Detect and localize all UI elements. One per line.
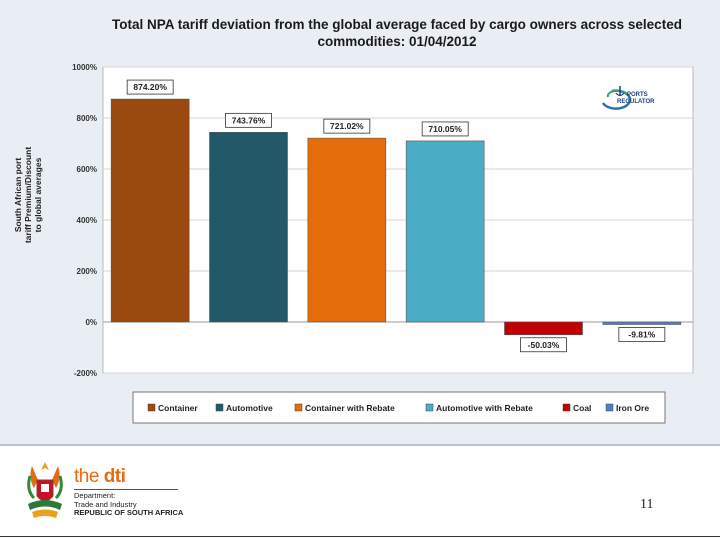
slide-divider [0, 444, 720, 446]
data-label-2: 721.02% [323, 118, 371, 134]
svg-text:710.05%: 710.05% [428, 124, 462, 134]
bar-0 [110, 98, 190, 323]
bar-5 [602, 321, 682, 325]
svg-text:-9.81%: -9.81% [628, 330, 655, 340]
svg-text:Automotive: Automotive [226, 403, 273, 413]
y-axis-label-line: to global averages [33, 157, 43, 232]
legend-items: Container Automotive Container with Rebate… [147, 403, 649, 413]
y-tick-label: 0% [85, 318, 97, 327]
chart-title-line-2: commodities: 01/04/2012 [317, 34, 476, 49]
y-tick-label: 1000% [72, 63, 97, 72]
dti-wordmark: the dti [74, 466, 126, 488]
y-tick-label: 200% [77, 267, 97, 276]
y-tick-label: -200% [74, 369, 97, 378]
footer-rule [0, 536, 720, 537]
dti-wordmark-main: dti [103, 466, 126, 487]
data-label-5: -9.81% [618, 327, 666, 342]
legend-item-5: Iron Ore [605, 403, 649, 413]
logo-text-line-2: REGULATOR [617, 99, 655, 105]
data-label-1: 743.76% [225, 112, 272, 128]
svg-text:Iron Ore: Iron Ore [616, 403, 649, 413]
y-axis-label-line: tariff Premium/Discount [23, 147, 33, 244]
dti-department: Department: Trade and Industry [74, 491, 137, 509]
bar-3 [405, 140, 485, 323]
y-tick-label: 600% [77, 165, 97, 174]
dti-divider [74, 489, 178, 490]
y-axis-label-line: South African port [13, 158, 23, 232]
y-axis-ticks: -200% 0% 200% 400% 600% 800% 1000% [72, 63, 97, 378]
y-tick-label: 800% [77, 114, 97, 123]
legend-item-4: Coal [562, 403, 591, 413]
logo-text-line-1: PORTS [627, 92, 648, 98]
y-tick-label: 400% [77, 216, 97, 225]
legend-item-1: Automotive [215, 403, 273, 413]
svg-text:721.02%: 721.02% [330, 121, 364, 131]
dti-country: REPUBLIC OF SOUTH AFRICA [74, 508, 184, 517]
gridlines [103, 66, 693, 374]
svg-text:-50.03%: -50.03% [528, 340, 560, 350]
page-number: 11 [640, 497, 654, 512]
data-label-4: -50.03% [520, 337, 567, 353]
data-labels: 874.20% 743.76% 721.02% 710.05% -50.03% -9.81… [126, 79, 666, 353]
svg-text:Container: Container [158, 403, 198, 413]
bar-chart: Total NPA tariff deviation from the glob… [13, 17, 694, 424]
ports-regulator-logo: PORTS REGULATOR [601, 86, 655, 110]
legend-item-0: Container [147, 403, 198, 413]
coat-of-arms-logo [27, 462, 63, 518]
legend-item-3: Automotive with Rebate [425, 403, 533, 413]
dti-wordmark-prefix: the [74, 466, 104, 487]
data-label-3: 710.05% [421, 121, 469, 137]
dept-line-1: Department: [74, 491, 116, 500]
svg-text:Coal: Coal [573, 403, 591, 413]
bar-1 [209, 132, 288, 323]
dept-line-2: Trade and Industry [74, 499, 137, 509]
data-label-0: 874.20% [126, 79, 174, 95]
bars [110, 98, 682, 336]
svg-text:Container with Rebate: Container with Rebate [305, 403, 395, 413]
svg-text:874.20%: 874.20% [133, 82, 167, 92]
svg-text:Automotive with Rebate: Automotive with Rebate [436, 403, 533, 413]
bar-2 [307, 137, 387, 323]
bar-4 [504, 321, 583, 336]
legend-item-2: Container with Rebate [294, 403, 395, 413]
svg-text:743.76%: 743.76% [232, 115, 266, 125]
chart-title-line-1: Total NPA tariff deviation from the glob… [112, 17, 682, 32]
y-axis-label: South African port tariff Premium/Discoun… [13, 147, 43, 244]
